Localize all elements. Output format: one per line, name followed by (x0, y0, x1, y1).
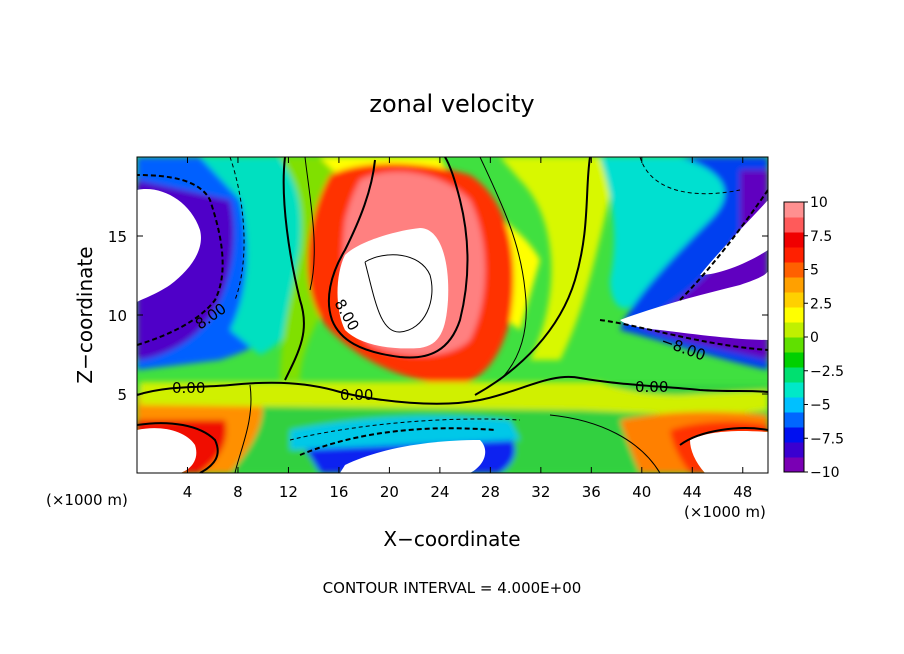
x-tick-label: 44 (683, 483, 702, 501)
region-min-upper-left (137, 189, 201, 302)
region-max-lower-left (137, 428, 197, 473)
colorbar-swatch (784, 427, 804, 443)
contour-eight-low-right (679, 427, 768, 446)
contour-interval-note: CONTOUR INTERVAL = 4.000E+00 (323, 579, 582, 597)
region-max-lower-right (690, 430, 768, 473)
colorbar-swatch (784, 337, 804, 353)
colorbar-swatch (784, 322, 804, 338)
field-band-yellow-low (140, 382, 768, 415)
contour-neg-eight (137, 174, 224, 346)
colorbar-tick-label: −5 (810, 398, 831, 414)
colorbar-tick-label: 7.5 (810, 229, 832, 245)
y-axis-label: Z−coordinate (73, 246, 97, 383)
colorbar-swatch (784, 202, 804, 218)
contour-eight-low (137, 422, 219, 473)
colorbar-labels: 10 7.5 5 2.5 0 −2.5 −5 −7.5 −10 (804, 195, 844, 481)
x-tick-label: 36 (582, 483, 601, 501)
field-band-yellow-right (500, 157, 620, 360)
x-tick-label: 40 (632, 483, 651, 501)
contour-lines (137, 157, 768, 473)
colorbar-swatch (784, 442, 804, 458)
contour-thin-8 (234, 384, 252, 473)
colorbar-swatch (784, 382, 804, 398)
contour-neg-eight-right (599, 319, 768, 351)
x-tick-label: 28 (481, 483, 500, 501)
contour-thin-6 (289, 418, 521, 441)
region-min-lower-center (340, 440, 486, 473)
contour-thin-7 (549, 414, 661, 473)
x-axis-label: X−coordinate (383, 527, 520, 551)
colorbar-swatch (784, 277, 804, 293)
contour-neg-eight-low (299, 427, 496, 456)
contour-label: 0.00 (635, 378, 668, 396)
colorbar-swatch (784, 307, 804, 323)
colorbar-swatch (784, 292, 804, 308)
colorbar-swatch (784, 247, 804, 263)
chart-title: zonal velocity (369, 90, 534, 118)
contour-label: 0.00 (172, 379, 205, 397)
contour-thin-3 (364, 254, 433, 333)
y-tick-label: 15 (108, 228, 127, 246)
colorbar-tick-label: 5 (810, 263, 819, 279)
x-tick-label: 32 (531, 483, 550, 501)
colorbar-swatch (784, 262, 804, 278)
colorbar-tick-label: −10 (810, 465, 840, 481)
colorbar-swatch (784, 412, 804, 428)
region-max-center (337, 228, 449, 349)
y-tick-label: 10 (108, 307, 127, 325)
field-band-cyan-left (200, 157, 303, 355)
y-axis: 5 10 15 (108, 228, 768, 404)
colorbar-tick-label: 2.5 (810, 296, 832, 312)
colorbar-swatch (784, 367, 804, 383)
contour-neg-eight-right-top (679, 189, 768, 301)
contour-label: 0.00 (340, 386, 373, 404)
contour-zero-left (282, 157, 306, 381)
x-tick-label: 4 (183, 483, 193, 501)
colorbar-swatch (784, 217, 804, 233)
x-tick-label: 24 (430, 483, 449, 501)
colorbar-swatch (784, 232, 804, 248)
colorbar-swatch (784, 397, 804, 413)
colorbar-tick-label: 10 (810, 195, 828, 211)
x-unit-right: (×1000 m) (684, 503, 766, 521)
colorbar-tick-label: 0 (810, 330, 819, 346)
contour-zero (137, 375, 768, 405)
colorbar-tick-label: −2.5 (810, 364, 844, 380)
x-unit-left: (×1000 m) (46, 491, 128, 509)
contour-thin-5 (639, 157, 741, 195)
contour-thin-2 (479, 157, 527, 381)
x-tick-label: 20 (380, 483, 399, 501)
colorbar-swatch (784, 352, 804, 368)
x-tick-label: 12 (279, 483, 298, 501)
contour-thin-4 (229, 157, 245, 301)
y-tick-label: 5 (117, 386, 127, 404)
contour-thin-1 (304, 157, 315, 291)
x-tick-label: 48 (733, 483, 752, 501)
colorbar (784, 202, 804, 473)
x-tick-label: 8 (233, 483, 243, 501)
colorbar-swatch (784, 457, 804, 473)
contour-zero-mid (474, 157, 591, 396)
x-axis: 4 8 12 16 20 24 28 32 36 40 44 48 (183, 157, 752, 501)
region-min-right (620, 270, 768, 340)
plot-area: 0.00 0.00 0.00 8.00 8.00 −8.00 (137, 157, 768, 473)
colorbar-tick-label: −7.5 (810, 431, 844, 447)
x-tick-label: 16 (329, 483, 348, 501)
contour-eight (327, 157, 469, 359)
